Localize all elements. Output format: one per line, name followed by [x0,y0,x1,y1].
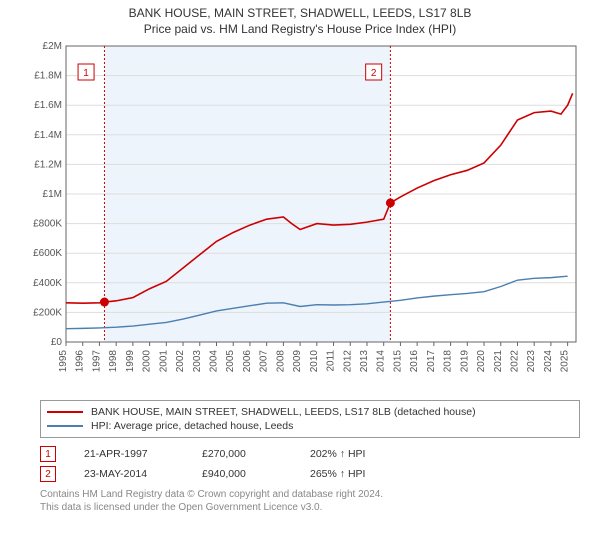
svg-text:2007: 2007 [259,350,270,373]
svg-text:2013: 2013 [359,350,370,373]
sale-row: 2 23-MAY-2014 £940,000 265% ↑ HPI [40,464,580,484]
svg-text:2022: 2022 [509,350,520,373]
svg-text:2014: 2014 [376,350,387,373]
legend: BANK HOUSE, MAIN STREET, SHADWELL, LEEDS… [40,400,580,438]
svg-text:£1.2M: £1.2M [34,159,62,170]
title-line-1: BANK HOUSE, MAIN STREET, SHADWELL, LEEDS… [0,6,600,20]
svg-text:2017: 2017 [426,350,437,373]
sale-date: 23-MAY-2014 [84,468,174,480]
svg-text:2000: 2000 [142,350,153,373]
svg-text:£2M: £2M [43,42,62,52]
sales-table: 1 21-APR-1997 £270,000 202% ↑ HPI 2 23-M… [40,444,580,484]
svg-text:2009: 2009 [292,350,303,373]
footer-line-1: Contains HM Land Registry data © Crown c… [40,488,580,501]
svg-text:2002: 2002 [175,350,186,373]
sale-vs-hpi: 265% ↑ HPI [310,468,365,480]
svg-text:£1.8M: £1.8M [34,71,62,82]
svg-text:2020: 2020 [476,350,487,373]
svg-text:2003: 2003 [192,350,203,373]
svg-text:2001: 2001 [158,350,169,373]
svg-text:1995: 1995 [58,350,69,373]
svg-text:1: 1 [83,68,89,79]
footer: Contains HM Land Registry data © Crown c… [40,488,580,514]
svg-text:£400K: £400K [33,278,62,289]
svg-text:2025: 2025 [560,350,571,373]
sale-vs-hpi: 202% ↑ HPI [310,448,365,460]
svg-text:2021: 2021 [493,350,504,373]
legend-label: HPI: Average price, detached house, Leed… [91,420,293,432]
svg-text:2006: 2006 [242,350,253,373]
sale-badge: 1 [40,446,56,462]
svg-text:£1.4M: £1.4M [34,130,62,141]
svg-text:1999: 1999 [125,350,136,373]
svg-text:1996: 1996 [75,350,86,373]
legend-row: HPI: Average price, detached house, Leed… [47,419,573,433]
sale-price: £940,000 [202,468,282,480]
sale-price: £270,000 [202,448,282,460]
svg-text:2018: 2018 [443,350,454,373]
svg-text:£800K: £800K [33,219,62,230]
line-chart: £0 £200K £400K £600K £800K £1M £1.2M £1.4M £1.6M… [20,42,580,392]
title-line-2: Price paid vs. HM Land Registry's House … [0,22,600,36]
svg-text:2012: 2012 [342,350,353,373]
footer-line-2: This data is licensed under the Open Gov… [40,501,580,514]
svg-text:2008: 2008 [275,350,286,373]
svg-text:2011: 2011 [326,350,337,372]
svg-text:2023: 2023 [526,350,537,373]
svg-text:1997: 1997 [91,350,102,373]
svg-text:2004: 2004 [208,350,219,373]
legend-swatch [47,425,83,427]
svg-text:2019: 2019 [459,350,470,373]
svg-text:2024: 2024 [543,350,554,373]
svg-text:£1.6M: £1.6M [34,100,62,111]
chart-titles: BANK HOUSE, MAIN STREET, SHADWELL, LEEDS… [0,0,600,36]
svg-text:2005: 2005 [225,350,236,373]
svg-text:£200K: £200K [33,307,62,318]
svg-text:2010: 2010 [309,350,320,373]
chart-area: £0 £200K £400K £600K £800K £1M £1.2M £1.4M £1.6M… [20,42,580,392]
legend-label: BANK HOUSE, MAIN STREET, SHADWELL, LEEDS… [91,406,476,418]
legend-swatch [47,411,83,413]
sale-date: 21-APR-1997 [84,448,174,460]
svg-text:2: 2 [371,68,377,79]
sale-row: 1 21-APR-1997 £270,000 202% ↑ HPI [40,444,580,464]
svg-text:£600K: £600K [33,248,62,259]
svg-text:2016: 2016 [409,350,420,373]
svg-text:2015: 2015 [392,350,403,373]
svg-text:1998: 1998 [108,350,119,373]
sale-badge: 2 [40,466,56,482]
legend-row: BANK HOUSE, MAIN STREET, SHADWELL, LEEDS… [47,405,573,419]
svg-text:£1M: £1M [43,189,62,200]
svg-text:£0: £0 [51,337,63,348]
